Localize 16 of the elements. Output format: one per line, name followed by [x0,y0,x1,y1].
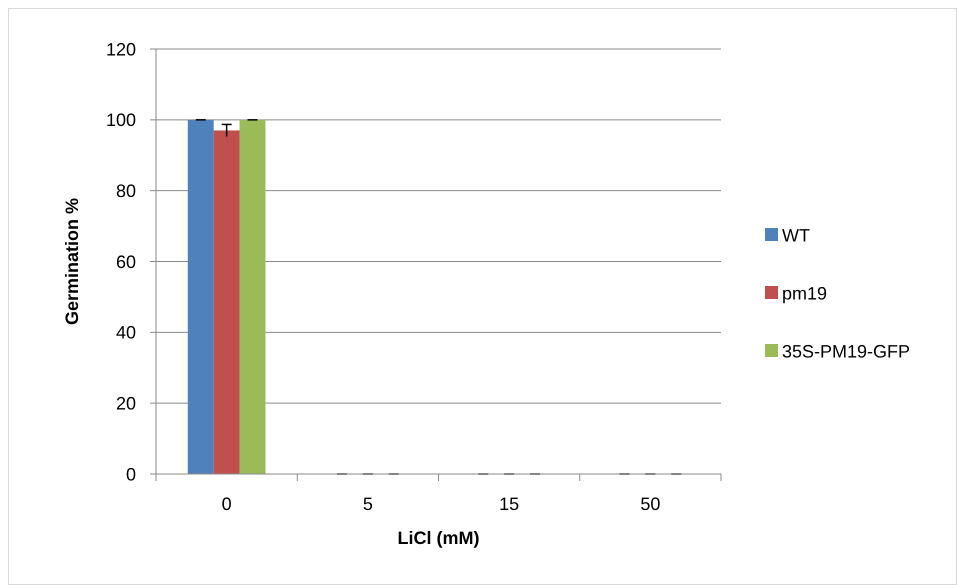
x-axis-title: LiCl (mM) [398,528,480,548]
y-tick-label: 0 [126,464,136,484]
legend-label: pm19 [782,283,828,304]
x-tick-label: 15 [499,494,520,514]
y-tick-label: 100 [106,110,136,130]
y-tick-label: 60 [116,252,136,272]
y-axis-title: Germination % [62,198,82,326]
y-tick-label: 80 [116,180,136,201]
y-tick-label: 120 [106,39,136,60]
x-tick-label: 0 [222,494,232,514]
y-tick-label: 40 [116,322,136,343]
legend-label: 35S-PM19-GFP [782,341,910,362]
x-tick-label: 50 [640,494,660,514]
legend-label: WT [782,225,810,246]
x-tick-label: 5 [362,494,373,514]
y-tick-label: 20 [116,393,136,414]
